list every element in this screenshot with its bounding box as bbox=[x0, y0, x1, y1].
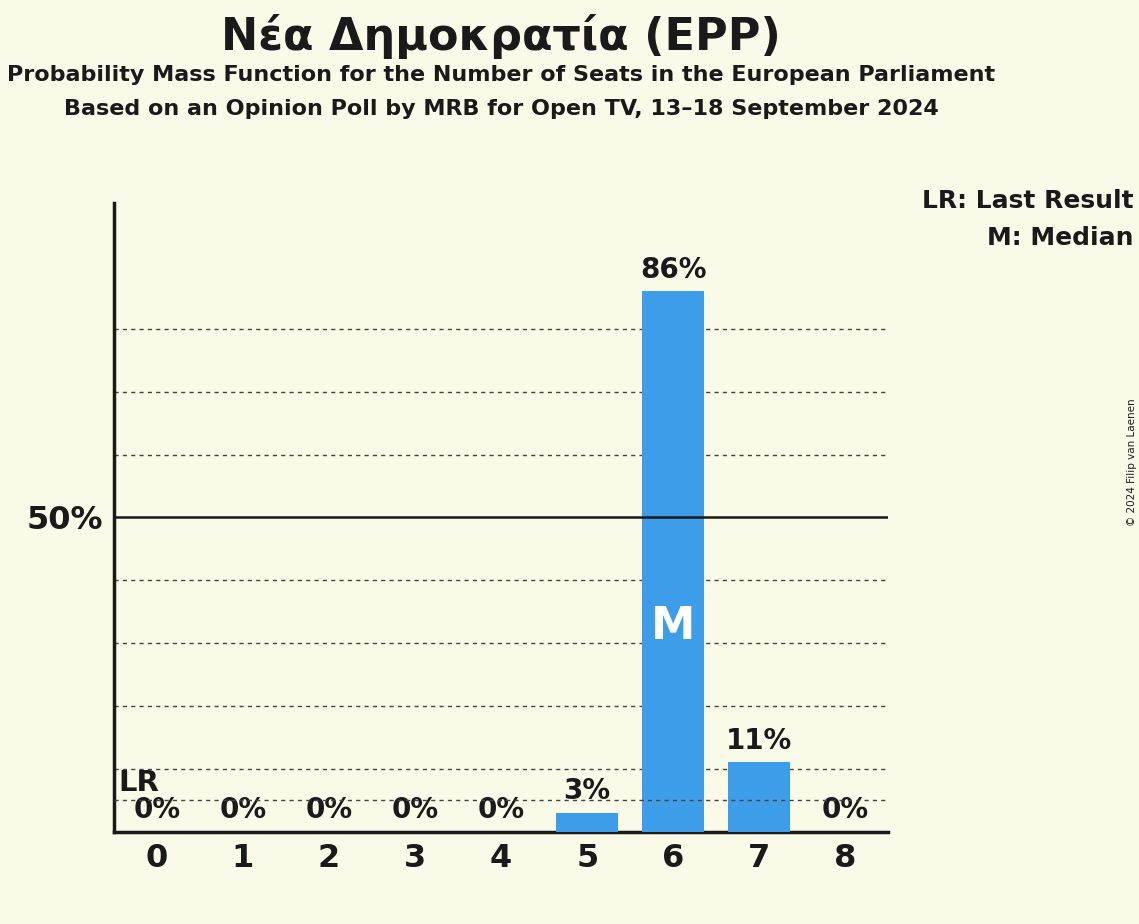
Bar bbox=[556, 813, 618, 832]
Bar bbox=[728, 762, 790, 832]
Text: 0%: 0% bbox=[133, 796, 180, 824]
Text: 0%: 0% bbox=[220, 796, 267, 824]
Text: M: M bbox=[652, 605, 696, 648]
Text: Νέα Δημοκρατία (EPP): Νέα Δημοκρατία (EPP) bbox=[221, 14, 781, 59]
Text: © 2024 Filip van Laenen: © 2024 Filip van Laenen bbox=[1126, 398, 1137, 526]
Text: 86%: 86% bbox=[640, 256, 706, 284]
Text: 0%: 0% bbox=[305, 796, 353, 824]
Text: M: Median: M: Median bbox=[986, 226, 1133, 250]
Text: Based on an Opinion Poll by MRB for Open TV, 13–18 September 2024: Based on an Opinion Poll by MRB for Open… bbox=[64, 99, 939, 119]
Text: LR: Last Result: LR: Last Result bbox=[921, 189, 1133, 213]
Text: 0%: 0% bbox=[822, 796, 869, 824]
Bar bbox=[642, 291, 704, 832]
Text: LR: LR bbox=[118, 769, 159, 797]
Text: 3%: 3% bbox=[564, 777, 611, 805]
Text: Probability Mass Function for the Number of Seats in the European Parliament: Probability Mass Function for the Number… bbox=[7, 65, 995, 85]
Text: 11%: 11% bbox=[727, 727, 793, 755]
Text: 0%: 0% bbox=[392, 796, 439, 824]
Text: 0%: 0% bbox=[477, 796, 525, 824]
